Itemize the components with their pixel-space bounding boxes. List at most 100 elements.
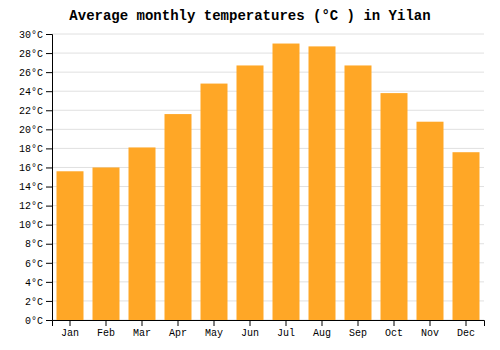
bar — [381, 93, 408, 320]
y-tick-label: 10°C — [19, 220, 43, 231]
x-tick-mark — [70, 320, 71, 326]
bar — [309, 46, 336, 320]
bars — [57, 44, 480, 320]
y-axis: 0°C 2°C 4°C 6°C 8°C 10°C 12°C 14°C 16°C 18°C 20°C 2… — [19, 30, 53, 327]
y-tick-label: 18°C — [19, 144, 43, 155]
bar — [453, 152, 480, 320]
x-tick-mark — [106, 320, 107, 326]
x-tick-label: Nov — [421, 328, 439, 339]
y-tick-label: 20°C — [19, 125, 43, 136]
grid-line — [52, 110, 484, 111]
x-tick: Jan — [61, 320, 79, 339]
y-tick: 4°C — [25, 278, 52, 289]
bar — [417, 122, 444, 320]
x-axis: Jan Feb Mar Apr May Jun Jul Aug Sep Oct Nov Dec — [53, 320, 485, 339]
x-tick: Nov — [421, 320, 439, 339]
bar — [165, 114, 192, 320]
y-tick: 6°C — [25, 259, 52, 270]
x-tick-label: Mar — [133, 328, 151, 339]
x-tick-mark — [358, 320, 359, 326]
y-tick: 10°C — [19, 220, 52, 231]
y-axis-line — [46, 35, 53, 321]
y-tick-label: 30°C — [19, 30, 43, 41]
y-tick-mark — [46, 244, 52, 245]
x-tick: Sep — [349, 320, 367, 339]
y-tick-label: 12°C — [19, 201, 43, 212]
grid-line — [52, 91, 484, 92]
x-tick-label: Jul — [277, 328, 295, 339]
x-tick-label: Dec — [457, 328, 475, 339]
x-tick: Mar — [133, 320, 151, 339]
y-tick-label: 8°C — [25, 239, 43, 250]
x-tick-mark — [394, 320, 395, 326]
bar — [129, 147, 156, 320]
y-tick-mark — [46, 206, 52, 207]
x-tick-mark — [430, 320, 431, 326]
x-tick-mark — [286, 320, 287, 326]
bar — [345, 65, 372, 320]
y-tick-mark — [46, 301, 52, 302]
y-tick-mark — [46, 225, 52, 226]
y-tick: 20°C — [19, 125, 52, 136]
x-tick-mark — [214, 320, 215, 326]
x-tick: Jun — [241, 320, 259, 339]
x-tick: Dec — [457, 320, 475, 339]
plot-area: 0°C 2°C 4°C 6°C 8°C 10°C 12°C 14°C 16°C 18°C 20°C 2… — [19, 30, 485, 339]
y-tick-mark — [46, 110, 52, 111]
x-axis-line — [53, 321, 485, 327]
y-tick-label: 28°C — [19, 49, 43, 60]
x-tick: Oct — [385, 320, 403, 339]
x-tick-label: Jan — [61, 328, 79, 339]
chart-container: 0°C 2°C 4°C 6°C 8°C 10°C 12°C 14°C 16°C 18°C 20°C 2… — [0, 0, 500, 350]
y-tick-mark — [46, 320, 52, 321]
y-tick-mark — [46, 53, 52, 54]
y-tick-mark — [46, 167, 52, 168]
y-tick-label: 4°C — [25, 278, 43, 289]
x-tick-mark — [250, 320, 251, 326]
chart-svg: 0°C 2°C 4°C 6°C 8°C 10°C 12°C 14°C 16°C 18°C 20°C 2… — [0, 0, 500, 350]
x-tick-label: Feb — [97, 328, 115, 339]
x-tick-label: Jun — [241, 328, 259, 339]
x-tick-label: Oct — [385, 328, 403, 339]
grid — [52, 34, 484, 320]
x-tick: May — [205, 320, 223, 339]
x-tick: Jul — [277, 320, 295, 339]
y-tick-label: 24°C — [19, 87, 43, 98]
y-tick-mark — [46, 34, 52, 35]
x-tick-mark — [466, 320, 467, 326]
x-tick-mark — [142, 320, 143, 326]
y-tick-mark — [46, 91, 52, 92]
y-tick-label: 22°C — [19, 106, 43, 117]
y-tick-mark — [46, 72, 52, 73]
x-tick-label: Apr — [169, 328, 187, 339]
x-tick-mark — [322, 320, 323, 326]
y-tick: 28°C — [19, 49, 52, 60]
y-tick-mark — [46, 282, 52, 283]
x-tick-label: May — [205, 328, 223, 339]
y-tick-label: 26°C — [19, 68, 43, 79]
y-tick-label: 14°C — [19, 182, 43, 193]
bar — [57, 171, 84, 320]
y-tick: 2°C — [25, 297, 52, 308]
y-tick-label: 0°C — [25, 316, 43, 327]
y-tick-label: 6°C — [25, 259, 43, 270]
y-tick: 14°C — [19, 182, 52, 193]
x-tick: Feb — [97, 320, 115, 339]
y-tick: 22°C — [19, 106, 52, 117]
y-tick-label: 16°C — [19, 163, 43, 174]
y-tick: 16°C — [19, 163, 52, 174]
y-tick-mark — [46, 187, 52, 188]
y-tick: 26°C — [19, 68, 52, 79]
bar — [237, 65, 264, 320]
y-tick-mark — [46, 148, 52, 149]
title: Average monthly temperatures (°C ) in Yi… — [69, 8, 430, 24]
bar — [93, 167, 120, 320]
grid-line — [52, 53, 484, 54]
x-tick-mark — [178, 320, 179, 326]
y-tick: 30°C — [19, 30, 52, 41]
x-tick-label: Aug — [313, 328, 331, 339]
y-tick: 8°C — [25, 239, 52, 250]
y-tick-mark — [46, 263, 52, 264]
x-tick: Apr — [169, 320, 187, 339]
y-tick: 24°C — [19, 87, 52, 98]
